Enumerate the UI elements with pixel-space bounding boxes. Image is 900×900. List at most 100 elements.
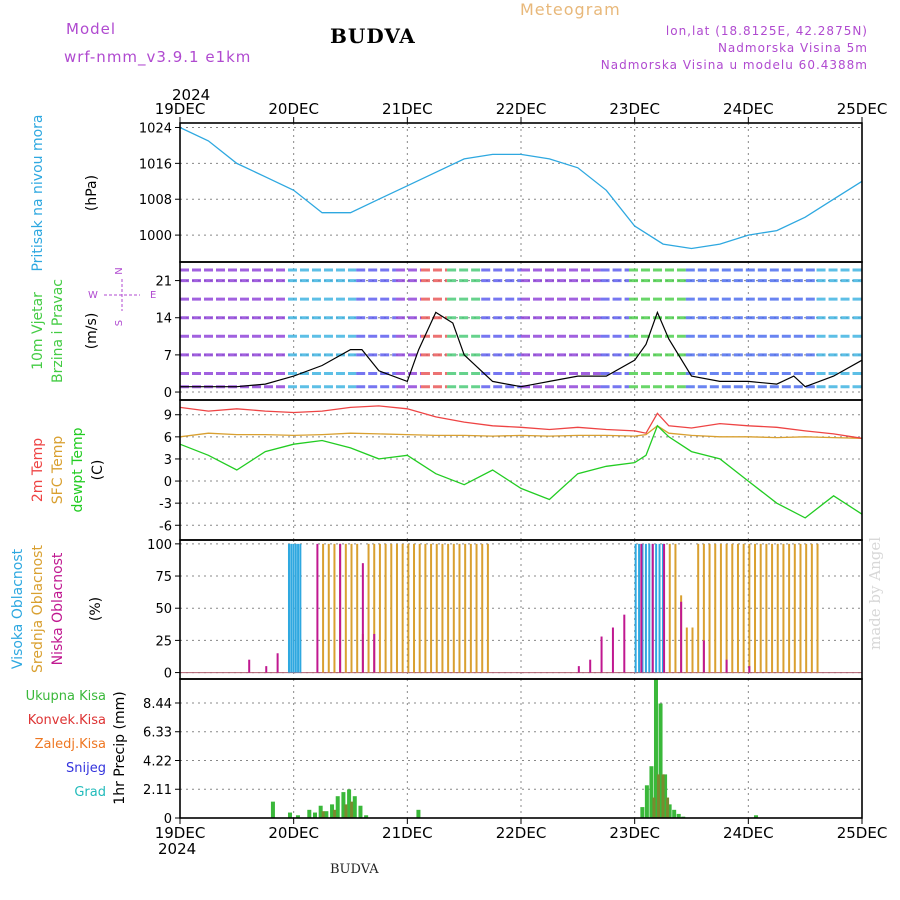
pressure-axis-title: Pritisak na nivou mora (30, 114, 46, 271)
cloud-bar (378, 543, 381, 673)
cloud-bar (805, 543, 808, 673)
x-date-label-top: 23DEC (609, 100, 660, 118)
cloud-bar (367, 543, 370, 673)
y-tick-label: 0 (164, 812, 172, 827)
precip-bar (347, 789, 352, 818)
y-tick-label: 6 (164, 431, 172, 446)
cloud-bar (435, 543, 438, 673)
precip-bar (352, 796, 357, 818)
cloud-bar (344, 543, 347, 673)
cloud-bar (731, 543, 734, 673)
precip-bar (644, 785, 649, 818)
panel-frame (179, 678, 863, 819)
sfc-temp-axis-title: SFC Temp (50, 436, 66, 505)
precip-bar (364, 815, 369, 818)
cloud-bar (413, 543, 416, 673)
cloud-bar (765, 543, 768, 673)
precip-bar (287, 812, 292, 818)
wind-axis-title: 10m Vjetar (30, 292, 46, 370)
precip-bar (324, 811, 329, 818)
cloud-bar (384, 543, 387, 673)
cloud-bar (714, 543, 717, 673)
cloud-bar (452, 543, 455, 673)
cloud-bar (680, 601, 683, 673)
y-tick-label: 0 (164, 386, 172, 401)
y-tick-label: 1024 (139, 121, 172, 136)
cloud-bar (373, 633, 376, 673)
cloud-bar (361, 563, 364, 673)
precip-bar (344, 804, 348, 818)
y-tick-label: 100 (147, 538, 172, 553)
model-elevation-label: Nadmorska Visina u modelu 60.4388m (600, 58, 868, 72)
precip-legend-item: Konvek.Kisa (28, 713, 106, 728)
cloud-bar (623, 614, 626, 673)
elevation-label: Nadmorska Visina 5m (717, 41, 868, 55)
x-date-label-bottom: 22DEC (496, 824, 547, 842)
pressure-line (179, 126, 863, 250)
precip-bar (333, 809, 337, 818)
cloud-bar (322, 543, 325, 673)
cloud-bar (600, 636, 603, 673)
cloud-unit: (%) (88, 597, 104, 621)
cloud-bar (333, 543, 336, 673)
cloud-bar (685, 627, 688, 673)
y-tick-label: 21 (155, 275, 172, 290)
y-tick-label: -3 (159, 497, 172, 512)
cloud-bar (481, 543, 484, 673)
precip-bar (653, 679, 658, 818)
precip-bar (350, 801, 354, 818)
x-date-label-bottom: 24DEC (723, 824, 774, 842)
precip-bar (666, 797, 670, 818)
cloud-bar (793, 543, 796, 673)
temp-2m-axis-title: 2m Temp (30, 438, 46, 502)
precip-bar (656, 774, 660, 818)
cloud-bar (788, 543, 791, 673)
cloud-bar (469, 543, 472, 673)
precip-bar (652, 797, 656, 818)
cloud-bar (486, 543, 489, 673)
cloud-bar (424, 543, 427, 673)
y-tick-label: 2.11 (143, 783, 172, 798)
compass-east: E (150, 290, 156, 301)
precip-bar (658, 703, 663, 818)
precip-legend-item: Snijeg (66, 761, 106, 776)
precip-bar (649, 766, 654, 818)
temp-unit: (C) (90, 460, 106, 481)
cloud-bar (759, 543, 762, 673)
sfc-temp-line (179, 425, 863, 439)
precip-legend-item: Ukupna Kisa (26, 689, 106, 704)
y-tick-label: 75 (155, 570, 172, 585)
year-label-bottom: 2024 (158, 840, 196, 858)
panel-frame (179, 399, 863, 541)
x-date-label-bottom: 25DEC (837, 824, 888, 842)
wind-speed-line (180, 310, 863, 388)
cloud-bar (655, 543, 658, 673)
precip-bar (318, 805, 323, 818)
cloud-bar (401, 543, 404, 673)
cloud-bar (668, 543, 671, 673)
precip-bar (754, 815, 759, 818)
x-date-label-top: 19DEC (155, 100, 206, 118)
cloud-bar (299, 543, 302, 673)
y-tick-label: 7 (164, 349, 172, 364)
x-date-label-top: 21DEC (382, 100, 433, 118)
y-tick-label: -6 (159, 519, 172, 534)
dewpt-temp-line (179, 424, 863, 519)
y-tick-label: 1016 (139, 157, 172, 172)
precip-bar (416, 809, 421, 818)
meteogram-label: Meteogram (520, 0, 621, 19)
cloud-bar (287, 543, 290, 673)
y-tick-label: 14 (155, 312, 172, 327)
precip-bar (661, 774, 665, 818)
cloud-bar (816, 543, 819, 673)
y-tick-label: 1000 (139, 229, 172, 244)
cloud-bar (373, 543, 376, 673)
cloud-bar (475, 543, 478, 673)
model-version: wrf-nmm_v3.9.1 e1km (64, 48, 252, 66)
cloud-bar (697, 543, 700, 673)
cloud-bar (661, 543, 664, 673)
wind-unit: (m/s) (84, 313, 100, 350)
cloud-bar (390, 543, 393, 673)
cloud-bar (702, 640, 705, 673)
